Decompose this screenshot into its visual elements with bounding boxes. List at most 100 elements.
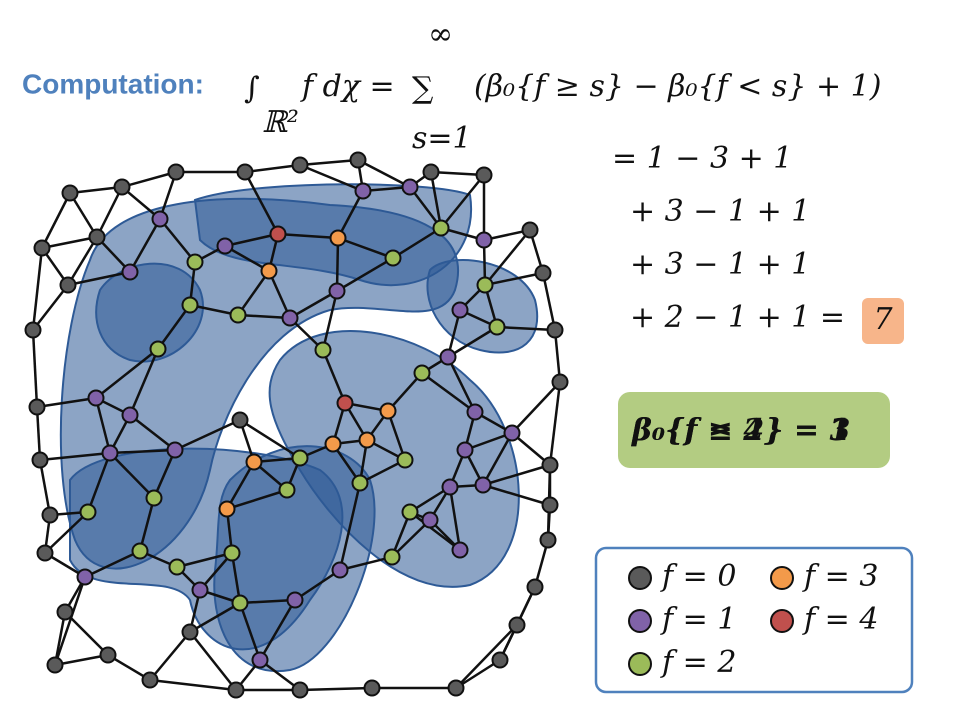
edge [36,396,97,409]
edge [455,624,518,689]
edge [121,170,177,189]
edge [267,270,292,319]
node [413,364,431,382]
node [441,478,459,496]
node [231,594,249,612]
node [447,679,465,697]
legend-items: 𝑓 = 0 𝑓 = 3 𝑓 = 1 𝑓 = 4 𝑓 = 2 [628,559,878,680]
edge [336,190,365,239]
edge [54,653,109,667]
edge [31,247,44,331]
node [475,166,493,184]
edge [337,236,394,260]
node [508,616,526,634]
node [384,249,402,267]
edge [138,497,156,552]
legend-dot [628,566,652,590]
result: 7 [873,302,893,337]
node [99,646,117,664]
edge [225,461,256,510]
edge [541,272,557,331]
edge [31,329,39,408]
edge [482,483,551,507]
node [79,503,97,521]
node [278,481,296,499]
edge [69,185,123,195]
node [466,403,484,421]
edge [66,236,99,286]
node [401,503,419,521]
node [541,456,559,474]
node [59,276,77,294]
sum-upper: ∞ [428,17,453,52]
edge [152,449,177,499]
node [349,151,367,169]
node [56,603,74,621]
node [539,531,557,549]
edge [32,284,69,331]
edge [299,158,359,167]
edge [176,551,233,569]
node [329,229,347,247]
edge [159,218,196,263]
betti-box [618,392,890,468]
node [363,679,381,697]
legend-dot [770,566,794,590]
node [76,568,94,586]
integrand: 𝑓 𝑑𝜒 = [300,69,395,104]
node [291,156,309,174]
node [383,548,401,566]
node [336,394,354,412]
node [121,406,139,424]
edge [482,463,551,487]
edge [338,482,362,571]
node [166,441,184,459]
edge [189,601,241,634]
edge [224,232,279,248]
edge [35,406,42,461]
integral: ∫ [244,71,260,106]
sum: ∑ [412,71,434,106]
node [324,435,342,453]
node [88,228,106,246]
edge [496,325,556,332]
node [31,451,49,469]
edge [86,452,112,513]
edge [149,678,237,692]
edge [84,549,141,579]
legend-dot [770,609,794,633]
node [151,210,169,228]
edge [239,598,296,605]
node [379,402,397,420]
step: = 1 − 3 + 1 [612,141,792,176]
sum-lower: 𝑠=1 [412,121,472,156]
edge [392,226,442,260]
edge [94,397,112,454]
edge [258,599,297,661]
edge [409,186,442,229]
legend-label: 𝑓 = 0 [660,559,736,594]
node [121,263,139,281]
node [314,341,332,359]
legend [594,546,914,694]
edge [336,256,394,293]
edge [238,602,262,661]
edge [244,163,301,174]
node [149,340,167,358]
edge [128,218,162,273]
node [41,506,59,524]
result-box [862,298,904,344]
legend-dot [628,652,652,676]
edge [321,349,347,404]
edge [357,158,411,189]
domain: ℝ² [262,105,299,140]
node [488,318,506,336]
edge [391,519,431,558]
edge [446,356,477,413]
node [521,221,539,239]
betti-texts: 𝜷₀{𝒇 ≥ 2} = 3𝜷₀{𝒇 ≤ 4} = 1 [631,413,850,448]
edge [448,486,462,551]
node [269,225,287,243]
node [223,544,241,562]
node [36,544,54,562]
